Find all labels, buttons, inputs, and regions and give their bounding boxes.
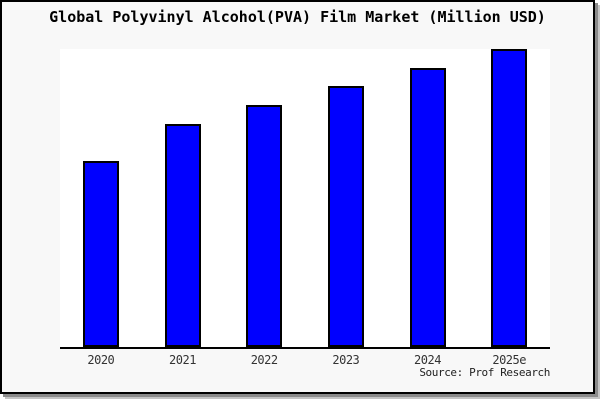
bar-2024 — [409, 68, 446, 347]
x-tick-label-2023: 2023 — [332, 353, 360, 367]
chart-window: Global Polyvinyl Alcohol(PVA) Film Marke… — [0, 0, 595, 394]
x-tick-label-2025e: 2025e — [492, 353, 526, 367]
bar-2025e — [491, 49, 528, 347]
x-tick-label-2021: 2021 — [169, 353, 196, 367]
x-axis-line — [60, 347, 550, 349]
x-tick-label-2024: 2024 — [414, 353, 441, 367]
chart-title: Global Polyvinyl Alcohol(PVA) Film Marke… — [49, 8, 546, 26]
x-axis-tick-labels: 2020 2021 2022 2023 2024 2025e — [60, 353, 550, 369]
plot-area — [60, 49, 550, 347]
bar-2023 — [327, 86, 364, 347]
x-tick-label-2020: 2020 — [87, 353, 115, 367]
bar-2022 — [246, 105, 283, 347]
source-credit: Source: Prof Research — [419, 366, 550, 379]
x-tick-label-2022: 2022 — [250, 353, 278, 367]
bar-2020 — [82, 161, 119, 347]
bar-2021 — [164, 124, 201, 347]
